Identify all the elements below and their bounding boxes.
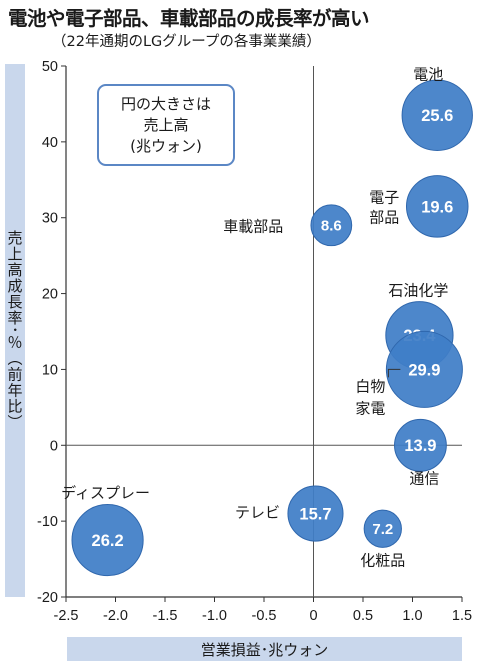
y-tick-label: 50 (42, 59, 58, 75)
y-tick-label: -20 (37, 590, 58, 606)
bubble-value-label: 19.6 (421, 198, 453, 216)
bubble-value-label: 8.6 (321, 218, 342, 235)
size-legend-line-2: 売上高 (143, 115, 189, 134)
bubble-value-label: 25.6 (421, 107, 453, 125)
x-tick-label: -2.5 (54, 608, 79, 624)
y-axis-label-text: 売上高成長率･％（前年比） (5, 230, 24, 431)
x-axis-label-text: 営業損益･兆ウォン (200, 640, 329, 659)
category-label: 電池 (413, 65, 443, 83)
y-axis-label: 売上高成長率･％（前年比） (5, 64, 25, 597)
size-legend-box: 円の大きさは 売上高 (兆ウォン) (97, 84, 235, 166)
size-legend-line-3: (兆ウォン) (130, 136, 202, 155)
y-tick-label: 40 (42, 135, 58, 151)
size-legend-line-1: 円の大きさは (120, 94, 211, 113)
x-tick-label: 0 (309, 608, 317, 624)
y-tick-label: -10 (37, 514, 58, 530)
chart-title: 電池や電子部品、車載部品の成長率が高い (8, 7, 370, 30)
y-tick-label: 10 (42, 362, 58, 378)
category-label: 化粧品 (360, 552, 405, 570)
x-tick-label: -0.5 (252, 608, 277, 624)
category-label: 車載部品 (223, 217, 283, 235)
category-label: 石油化学 (388, 281, 448, 299)
bubble (405, 175, 469, 238)
bubble-value-label: 26.2 (92, 532, 124, 550)
leader-line (387, 368, 401, 378)
x-tick-label: 0.5 (353, 608, 373, 624)
x-tick-label: 1.0 (402, 608, 422, 624)
bubble-value-label: 13.9 (404, 437, 436, 455)
category-label: 部品 (369, 208, 399, 226)
x-axis-label: 営業損益･兆ウォン (67, 637, 462, 661)
category-label: 白物 (355, 377, 385, 395)
x-tick-label: 1.5 (452, 608, 472, 624)
bubble (287, 485, 344, 542)
x-tick-label: -2.0 (103, 608, 128, 624)
x-tick-label: -1.5 (153, 608, 178, 624)
bubble-value-label: 29.9 (408, 361, 440, 379)
bubble-value-label: 15.7 (299, 505, 331, 523)
bubble (401, 79, 473, 151)
bubble (71, 504, 144, 577)
y-tick-label: 0 (50, 438, 58, 454)
category-label: 電子 (369, 188, 399, 206)
y-axis-label-band (5, 64, 25, 597)
category-label: 家電 (355, 399, 385, 417)
bubble (394, 418, 447, 472)
bubble-value-label: 7.2 (372, 521, 393, 538)
y-tick-label: 20 (42, 287, 58, 303)
category-label: ディスプレー (61, 484, 150, 502)
bubble (363, 509, 402, 548)
bubble (310, 204, 353, 247)
bubble (385, 330, 463, 408)
y-tick-label: 30 (42, 211, 58, 227)
category-label: テレビ (235, 504, 280, 522)
x-tick-label: -1.0 (202, 608, 227, 624)
category-label: 通信 (409, 469, 439, 487)
chart-subtitle: （22年通期のLGグループの各事業業績） (52, 34, 321, 50)
